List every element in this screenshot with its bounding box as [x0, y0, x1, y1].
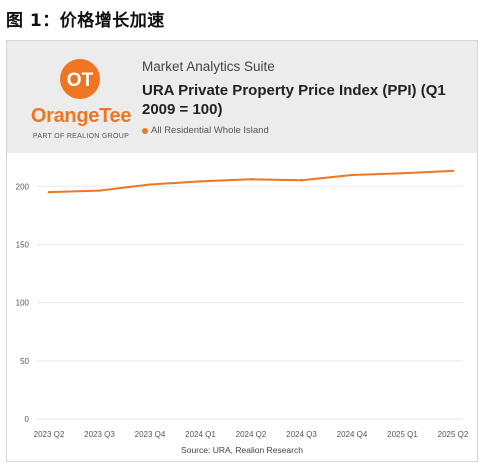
x-tick-label: 2023 Q3: [84, 430, 115, 439]
x-tick-label: 2023 Q4: [135, 430, 166, 439]
logo-subtext: PART OF REALION GROUP: [32, 133, 130, 140]
y-tick-label: 50: [20, 357, 29, 366]
data-point: [148, 183, 152, 186]
legend-marker: [142, 127, 148, 134]
figure-title: 图 1：价格增长加速: [6, 11, 165, 31]
x-tick-label: 2025 Q1: [387, 430, 418, 439]
x-tick-label: 2023 Q2: [34, 430, 65, 439]
line-chart: 0 50 100 150 200 2023 Q2 2023 Q3 2023 Q4 2024 Q1…: [16, 169, 469, 439]
data-point: [300, 179, 303, 182]
data-point: [350, 173, 354, 177]
logo-wordmark: OrangeTee: [30, 105, 132, 127]
series-line: [48, 169, 454, 194]
x-tick-label: 2024 Q4: [337, 430, 368, 439]
data-point: [98, 189, 101, 192]
legend: All Residential Whole Island: [142, 125, 269, 136]
data-point: [199, 180, 202, 183]
x-tick-label: 2025 Q2: [438, 430, 469, 439]
data-point: [451, 169, 455, 173]
chart-header: OT OrangeTee PART OF REALION GROUP Marke…: [7, 41, 477, 153]
source-note: Source: URA, Realion Research: [181, 445, 303, 455]
x-tick-label: 2024 Q3: [286, 430, 317, 439]
y-tick-label: 150: [16, 240, 30, 249]
chart-title: URA Private Property Price Index (PPI) (…: [142, 82, 446, 118]
logo-circle-icon: OT: [60, 59, 100, 99]
svg-text:OT: OT: [67, 70, 94, 91]
legend-label: All Residential Whole Island: [151, 125, 269, 136]
data-point: [47, 190, 51, 194]
data-point: [249, 178, 253, 181]
suite-title: Market Analytics Suite: [142, 59, 275, 74]
x-tick-label: 2024 Q2: [236, 430, 267, 439]
y-tick-label: 0: [25, 415, 30, 424]
y-tick-label: 200: [16, 182, 30, 191]
x-tick-label: 2024 Q1: [185, 430, 216, 439]
data-point: [401, 172, 404, 175]
chart-card: OT OrangeTee PART OF REALION GROUP Marke…: [6, 40, 478, 462]
y-tick-label: 100: [16, 299, 30, 308]
orangetee-logo: OT OrangeTee PART OF REALION GROUP: [29, 55, 133, 147]
